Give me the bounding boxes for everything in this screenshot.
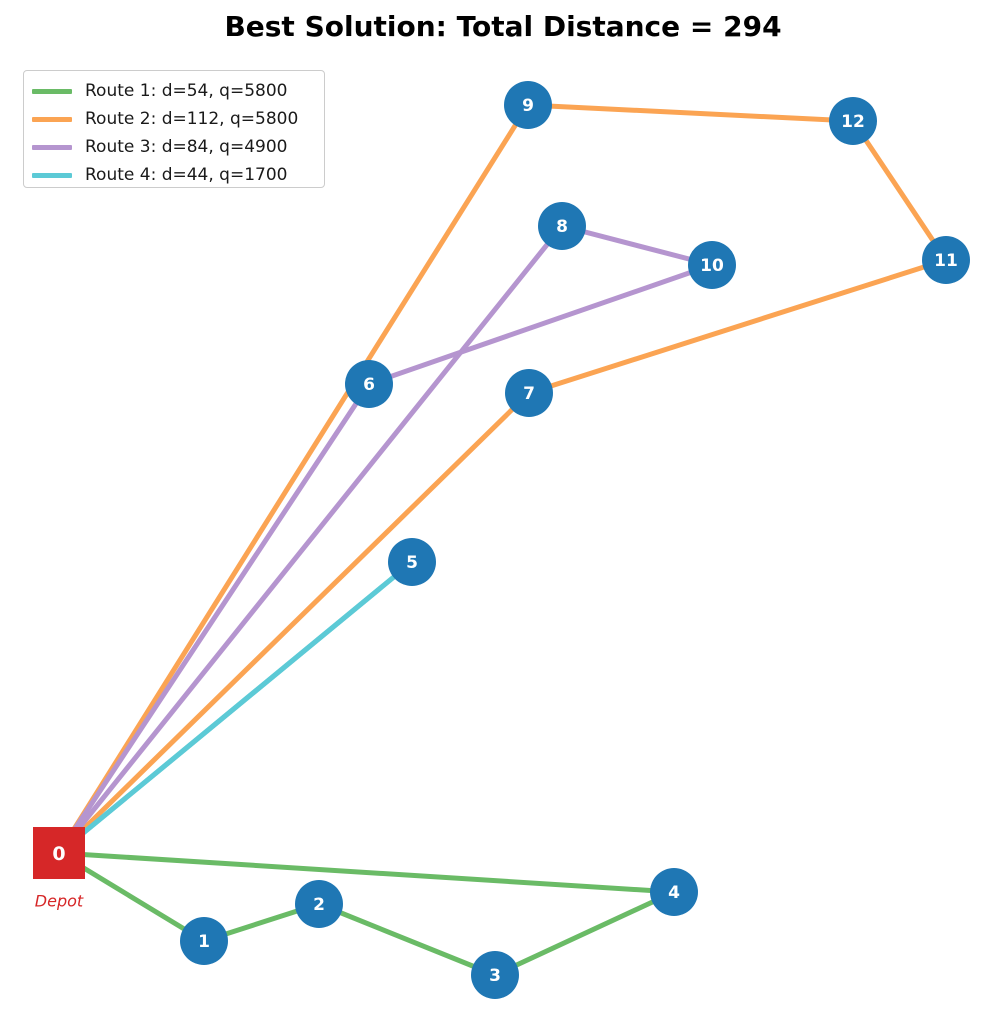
node-6-marker	[345, 360, 393, 408]
node-5-label: 5	[406, 553, 418, 573]
route-1-edge-2-3	[316, 901, 498, 978]
node-3-label: 3	[489, 966, 501, 986]
legend-entry-route-2: Route 2: d=112, q=5800	[32, 105, 324, 133]
node-8-label: 8	[556, 217, 568, 237]
depot-label: 0	[52, 843, 65, 865]
legend-swatch-route-1	[32, 88, 72, 94]
legend-label-route-1: Route 1: d=54, q=5800	[85, 81, 288, 101]
route-2-edge-11-7	[526, 257, 949, 396]
route-2-edge-9-12	[525, 102, 856, 124]
node-10-label: 10	[700, 256, 724, 276]
route-1-edge-3-4	[492, 889, 677, 978]
legend-swatch-route-3	[32, 144, 72, 150]
route-2-edge-12-11	[850, 118, 949, 263]
route-3-edge-10-6	[366, 262, 715, 387]
node-2-marker	[295, 880, 343, 928]
route-1-edge-4-0	[56, 850, 677, 895]
legend: Route 1: d=54, q=5800 Route 2: d=112, q=…	[23, 70, 325, 188]
legend-entry-route-4: Route 4: d=44, q=1700	[32, 161, 324, 189]
depot-caption: Depot	[35, 892, 84, 911]
node-5-marker	[388, 538, 436, 586]
node-12-label: 12	[841, 112, 865, 132]
node-10-marker	[688, 241, 736, 289]
node-8-marker	[538, 202, 586, 250]
chart-title: Best Solution: Total Distance = 294	[224, 10, 782, 43]
legend-label-route-2: Route 2: d=112, q=5800	[85, 109, 299, 129]
node-3-marker	[471, 951, 519, 999]
node-9-label: 9	[522, 96, 534, 116]
node-2-label: 2	[313, 895, 325, 915]
node-7-label: 7	[523, 384, 535, 404]
legend-label-route-4: Route 4: d=44, q=1700	[85, 165, 288, 185]
node-4-label: 4	[668, 883, 680, 903]
legend-swatch-route-2	[32, 116, 72, 122]
route-2-edge-0-9	[56, 102, 531, 856]
node-6-label: 6	[363, 375, 375, 395]
legend-entry-route-1: Route 1: d=54, q=5800	[32, 77, 324, 105]
node-1-label: 1	[198, 932, 210, 952]
node-11-label: 11	[934, 251, 958, 271]
route-edges	[56, 102, 949, 978]
node-7-marker	[505, 369, 553, 417]
depot-marker	[33, 827, 85, 879]
node-11-marker	[922, 236, 970, 284]
node-12-marker	[829, 97, 877, 145]
legend-entry-route-3: Route 3: d=84, q=4900	[32, 133, 324, 161]
legend-swatch-route-4	[32, 172, 72, 178]
route-3-edge-0-8	[56, 223, 565, 856]
route-3-edge-6-0	[56, 381, 372, 856]
node-4-marker	[650, 868, 698, 916]
legend-label-route-3: Route 3: d=84, q=4900	[85, 137, 288, 157]
route-2-edge-7-0	[56, 390, 532, 856]
route-4-edge-5-0	[56, 559, 415, 856]
node-9-marker	[504, 81, 552, 129]
node-1-marker	[180, 917, 228, 965]
route-3-edge-8-10	[559, 223, 715, 268]
